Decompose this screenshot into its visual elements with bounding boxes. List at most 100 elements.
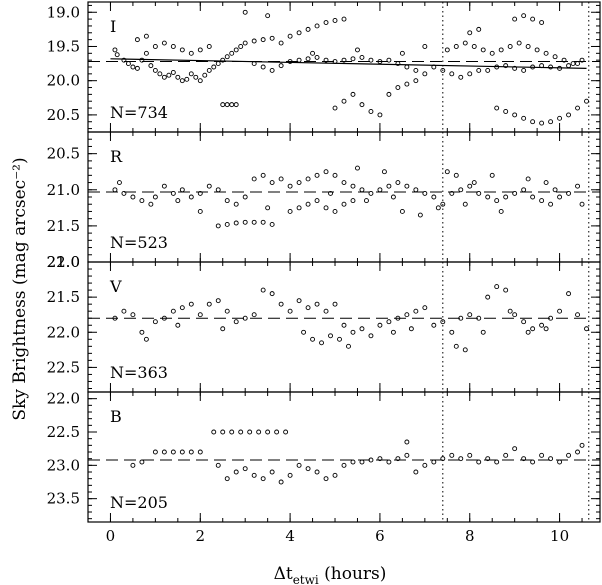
band-label: V [109, 277, 122, 296]
data-point [512, 190, 518, 196]
data-point [130, 64, 136, 70]
data-point [296, 205, 302, 211]
data-point [224, 102, 230, 108]
data-point [355, 47, 360, 53]
data-point [350, 459, 356, 465]
data-point [287, 308, 293, 314]
y-tick-label: 21.0 [47, 253, 80, 271]
data-point [341, 98, 347, 104]
data-point [579, 442, 585, 448]
data-point [184, 76, 190, 82]
band-label: B [110, 407, 122, 426]
data-point [332, 208, 338, 214]
data-point [359, 54, 365, 60]
data-point [498, 47, 504, 53]
data-point [233, 220, 239, 226]
data-point [512, 112, 518, 118]
data-point [283, 429, 289, 435]
data-point [260, 287, 266, 293]
data-point [121, 190, 127, 196]
data-point [404, 452, 410, 458]
y-tick-label: 22.5 [47, 423, 80, 441]
data-point [224, 308, 230, 314]
data-point [161, 315, 167, 321]
data-point [197, 312, 203, 318]
data-point [202, 72, 208, 78]
data-point [197, 449, 203, 455]
data-point [278, 63, 284, 69]
data-point [197, 208, 203, 214]
panel-B: 22.0 22.5 23.0 23.5 B N=205 [47, 390, 601, 523]
data-point [323, 20, 329, 25]
data-point [305, 305, 311, 311]
data-point [390, 329, 396, 335]
data-point [476, 459, 482, 465]
data-point [355, 165, 360, 171]
data-point [498, 208, 504, 214]
y-tick-label: 23.5 [47, 490, 80, 508]
data-point [125, 61, 131, 67]
data-point [139, 459, 145, 465]
data-point [166, 72, 172, 78]
data-point [566, 452, 572, 458]
data-point [575, 312, 580, 318]
data-point [269, 291, 275, 297]
data-point [215, 187, 221, 193]
data-point [323, 169, 329, 175]
data-point [539, 452, 545, 458]
data-point [251, 312, 257, 318]
data-point [557, 65, 563, 71]
data-point [233, 469, 239, 475]
data-point [530, 119, 536, 125]
data-point [170, 449, 176, 455]
fit-solid-line [110, 58, 587, 69]
data-point [417, 212, 423, 218]
data-point [422, 305, 428, 311]
data-point [220, 102, 226, 108]
data-point [489, 50, 495, 56]
data-point [386, 57, 392, 63]
panel-V: 21.0 21.5 22.0 22.5 V N=363 [47, 253, 601, 393]
data-point [242, 466, 248, 472]
data-point [233, 319, 239, 325]
data-point [413, 67, 419, 73]
data-point [296, 180, 302, 186]
data-point [570, 61, 576, 67]
data-point [575, 105, 580, 111]
data-point [337, 336, 342, 342]
data-point [188, 50, 194, 56]
data-point [377, 187, 383, 193]
data-point [274, 429, 280, 435]
data-point [224, 198, 230, 204]
data-point [350, 329, 356, 335]
data-point [359, 459, 365, 465]
count-label: N=363 [110, 363, 168, 382]
data-point [431, 322, 437, 328]
data-point [220, 57, 226, 63]
data-point [233, 201, 239, 207]
data-point [260, 37, 266, 43]
y-tick-label: 22.0 [47, 390, 80, 408]
data-point [314, 469, 320, 475]
data-point [296, 462, 302, 468]
data-point [503, 287, 509, 293]
data-point [516, 40, 522, 46]
data-point [543, 326, 549, 332]
data-point [175, 198, 181, 204]
data-point [521, 187, 527, 193]
data-point [458, 74, 464, 80]
data-point [458, 315, 464, 321]
data-point [453, 172, 459, 178]
data-point [422, 462, 428, 468]
data-point [431, 194, 437, 200]
data-point [215, 298, 221, 304]
data-point [211, 429, 217, 435]
data-point [453, 44, 459, 49]
data-point [350, 183, 356, 189]
data-point [170, 190, 176, 196]
data-point [512, 65, 518, 71]
data-point [121, 308, 127, 314]
data-point [476, 190, 482, 196]
data-point [305, 466, 311, 472]
data-point [314, 172, 320, 178]
